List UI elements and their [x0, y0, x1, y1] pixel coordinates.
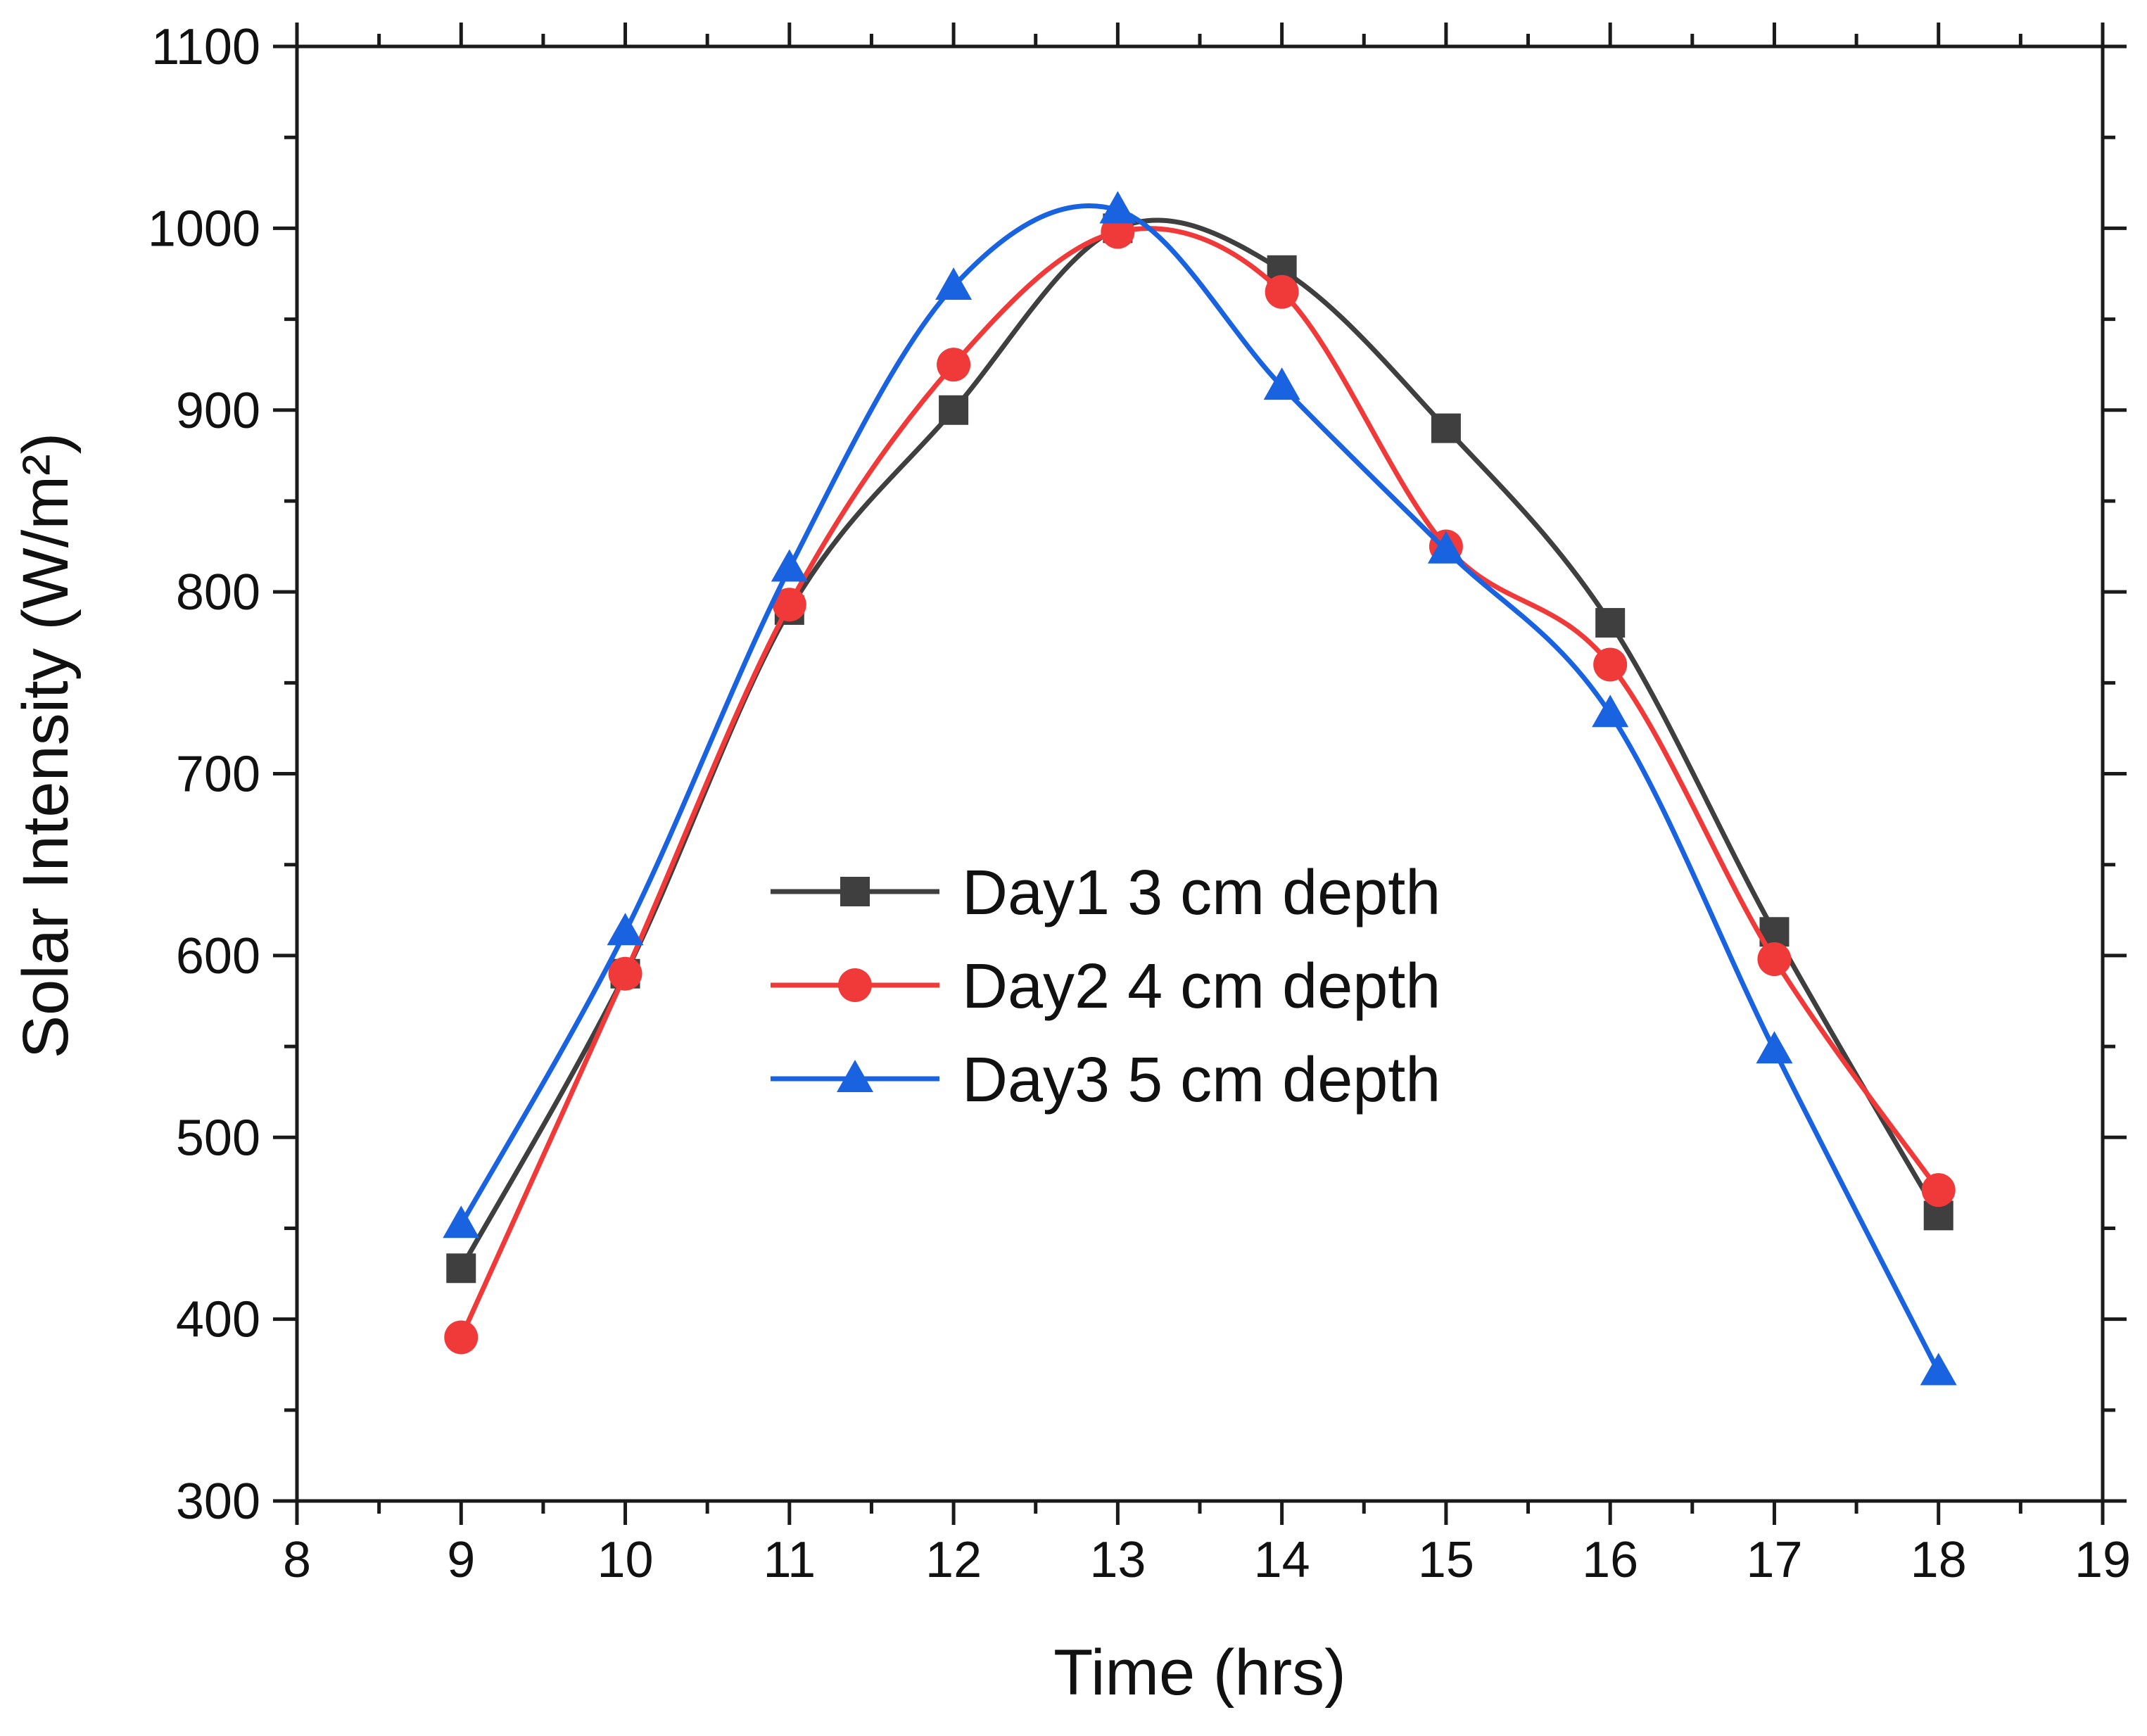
y-tick-label: 800 [176, 564, 260, 621]
data-point-triangle [1920, 1352, 1957, 1386]
data-point-square [1431, 413, 1461, 443]
data-point-circle [1101, 215, 1135, 249]
series-line [459, 226, 1941, 1338]
legend-label: Day3 5 cm depth [962, 1045, 1440, 1115]
data-point-circle [444, 1320, 479, 1355]
tick-labels: 8 9 10 11 12 13 14 15 16 17 18 19 300 400 500 600 700 800… [148, 19, 2131, 1588]
x-tick-label: 8 [283, 1532, 311, 1588]
plot-frame [295, 44, 2105, 1503]
data-point-triangle [771, 549, 808, 582]
x-tick-label: 14 [1254, 1532, 1310, 1588]
data-point-triangle [935, 267, 973, 300]
data-point-circle [1265, 274, 1299, 309]
x-tick-label: 18 [1911, 1532, 1967, 1588]
data-point-triangle [1756, 1031, 1793, 1064]
x-tick-label: 19 [2075, 1532, 2131, 1588]
series-3 [443, 191, 1957, 1386]
y-tick-label: 1000 [148, 201, 260, 257]
legend-label: Day1 3 cm depth [962, 858, 1440, 928]
x-tick-label: 12 [925, 1532, 982, 1588]
ticks [273, 23, 2127, 1525]
data-point-circle [1757, 942, 1792, 977]
y-axis-title: Solar Intensity (W/m²) [10, 433, 82, 1058]
x-tick-label: 15 [1418, 1532, 1474, 1588]
series-2 [444, 215, 1956, 1355]
data-point-triangle [607, 913, 644, 946]
legend-marker-square [840, 877, 870, 906]
x-tick-label: 11 [763, 1532, 816, 1588]
legend-marker-circle [838, 968, 872, 1002]
x-tick-label: 10 [597, 1532, 653, 1588]
x-tick-label: 16 [1582, 1532, 1638, 1588]
data-point-circle [772, 588, 806, 622]
legend-label: Day2 4 cm depth [962, 951, 1440, 1022]
y-tick-label: 700 [176, 747, 260, 803]
x-tick-label: 13 [1089, 1532, 1146, 1588]
x-tick-label: 9 [447, 1532, 475, 1588]
legend-item: Day2 4 cm depth [771, 951, 1440, 1022]
data-point-triangle [1263, 367, 1300, 400]
y-tick-label: 500 [176, 1110, 260, 1166]
x-tick-label: 17 [1746, 1532, 1802, 1588]
y-tick-label: 400 [176, 1292, 260, 1348]
data-point-triangle [1592, 695, 1629, 728]
data-point-circle [1921, 1173, 1956, 1208]
x-axis-title: Time (hrs) [1053, 1637, 1346, 1709]
data-point-circle [608, 956, 642, 991]
series-layer [443, 191, 1957, 1386]
series-line [459, 203, 1941, 1374]
data-point-square [446, 1253, 476, 1284]
data-point-triangle [1099, 191, 1136, 224]
legend-marker-triangle [837, 1060, 873, 1092]
y-tick-label: 600 [176, 928, 260, 984]
legend: Day1 3 cm depth Day2 4 cm depth Day3 5 cm … [771, 858, 1440, 1115]
data-point-circle [1593, 647, 1628, 682]
y-tick-label: 1100 [151, 19, 260, 75]
data-point-triangle [443, 1205, 480, 1238]
data-point-circle [937, 348, 971, 382]
legend-item: Day1 3 cm depth [771, 858, 1440, 928]
y-tick-label: 900 [176, 383, 260, 439]
legend-item: Day3 5 cm depth [771, 1045, 1440, 1115]
data-point-square [1595, 608, 1626, 638]
data-point-triangle [1427, 531, 1464, 564]
y-tick-label: 300 [176, 1474, 260, 1530]
data-point-square [939, 395, 969, 425]
